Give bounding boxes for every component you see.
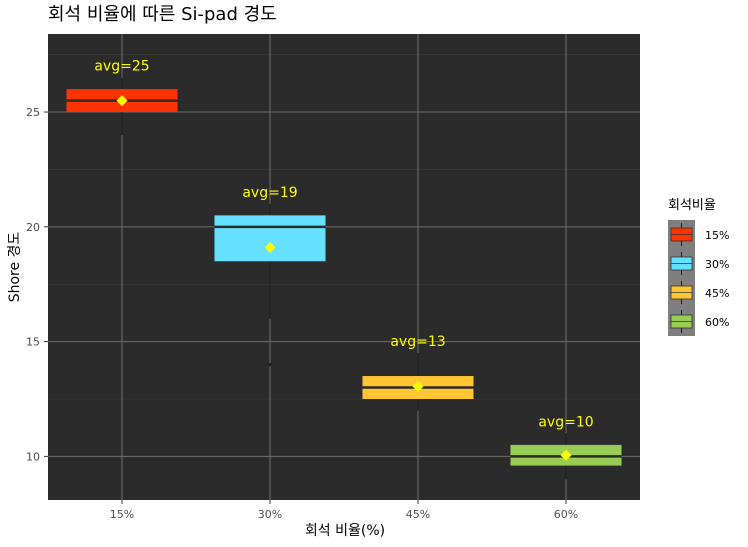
grid-minor: [48, 54, 640, 400]
avg-label: avg=13: [390, 334, 445, 350]
outlier-point: [268, 362, 272, 367]
legend-label: 30%: [705, 258, 729, 271]
legend-label: 45%: [705, 287, 729, 300]
legend: 회석비율 15% 30% 45% 60%: [668, 198, 729, 336]
mean-marker: [412, 380, 424, 392]
x-axis-title: 회석 비율(%): [305, 523, 385, 539]
y-tick-label: 15: [26, 336, 40, 349]
x-tick-label: 15%: [110, 508, 134, 521]
y-axis-title: Shore 경도: [7, 232, 23, 303]
mean-marker: [560, 449, 572, 461]
x-axis-ticks: 15% 30% 45% 60%: [110, 500, 578, 521]
avg-label: avg=10: [538, 414, 593, 430]
mean-marker: [264, 241, 276, 253]
y-tick-label: 25: [26, 106, 40, 119]
box-60pct: avg=10: [510, 414, 622, 480]
box-45pct: avg=13: [362, 334, 474, 411]
legend-label: 60%: [705, 316, 729, 329]
y-tick-label: 20: [26, 221, 40, 234]
legend-label: 15%: [705, 229, 729, 242]
x-tick-label: 45%: [406, 508, 430, 521]
avg-label: avg=19: [242, 185, 297, 201]
y-tick-label: 10: [26, 450, 40, 463]
box-30pct: avg=19: [214, 185, 326, 367]
boxes-layer: avg=25 avg=19 avg=13 avg=10: [66, 59, 622, 480]
y-axis-ticks: 10 15 20 25: [26, 106, 48, 463]
avg-label: avg=25: [94, 59, 149, 75]
x-tick-label: 60%: [554, 508, 578, 521]
x-tick-label: 30%: [258, 508, 282, 521]
box-15pct: avg=25: [66, 59, 178, 136]
chart-title: 회석 비율에 따른 Si-pad 경도: [48, 4, 277, 25]
box-body: [214, 215, 326, 262]
legend-title: 회석비율: [668, 198, 716, 213]
mean-marker: [116, 95, 128, 107]
